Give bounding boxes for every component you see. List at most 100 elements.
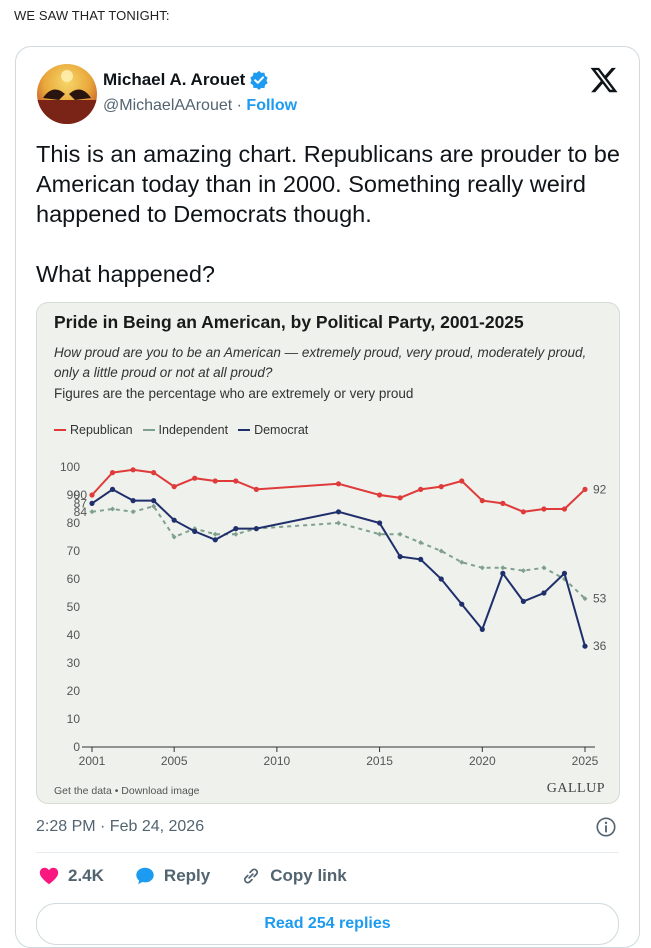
data-point-republican xyxy=(109,470,116,476)
data-point-republican xyxy=(253,486,259,492)
y-tick-label: 60 xyxy=(67,572,81,586)
data-point-democrat xyxy=(109,486,116,492)
data-point-democrat xyxy=(335,509,342,515)
data-point-democrat xyxy=(438,576,444,582)
author-name[interactable]: Michael A. Arouet xyxy=(103,70,246,89)
tweet-timestamp[interactable]: 2:28 PM · Feb 24, 2026 xyxy=(36,818,205,835)
data-point-independent xyxy=(479,565,485,571)
legend-label: Republican xyxy=(70,423,133,437)
post-caption: WE SAW THAT TONIGHT: xyxy=(14,8,170,23)
data-point-independent xyxy=(377,531,383,537)
data-point-republican xyxy=(438,484,444,490)
data-point-republican xyxy=(500,500,506,506)
avatar-image xyxy=(37,70,97,124)
chart-footer-links[interactable]: Get the data • Download image xyxy=(54,785,200,797)
data-point-democrat xyxy=(212,537,218,543)
x-logo-icon[interactable] xyxy=(589,65,619,95)
data-point-democrat xyxy=(130,498,136,504)
chart-title: Pride in Being an American, by Political… xyxy=(54,312,524,332)
info-icon[interactable] xyxy=(595,816,617,838)
data-point-independent xyxy=(110,506,116,512)
data-point-independent xyxy=(89,509,95,515)
copy-link-label: Copy link xyxy=(270,866,347,885)
divider xyxy=(36,852,619,853)
data-point-democrat xyxy=(376,520,383,526)
y-tick-label: 90 xyxy=(67,488,81,502)
copy-link-button[interactable]: Copy link xyxy=(240,865,347,887)
data-point-independent xyxy=(151,503,157,509)
data-point-independent xyxy=(233,531,239,537)
x-tick-label: 2025 xyxy=(572,754,599,768)
chart-note: Figures are the percentage who are extre… xyxy=(54,386,414,401)
chart-legend: Republican Independent Democrat xyxy=(54,423,308,437)
action-bar: 2.4K Reply Copy link xyxy=(38,865,377,887)
follow-button[interactable]: Follow xyxy=(246,97,298,114)
data-point-democrat xyxy=(89,500,95,506)
reply-button[interactable]: Reply xyxy=(134,865,210,887)
data-point-republican xyxy=(561,506,568,512)
data-point-democrat xyxy=(500,570,506,576)
y-tick-label: 50 xyxy=(67,600,81,614)
like-count: 2.4K xyxy=(68,866,104,885)
verified-badge-icon xyxy=(250,70,268,90)
line-chart: 0 10 20 30 40 50 60 70 80 90 100 2001 2005 2010 2015 20… xyxy=(60,460,607,768)
data-point-democrat xyxy=(151,498,157,504)
y-tick-label: 80 xyxy=(67,516,81,530)
x-tick-label: 2015 xyxy=(366,754,393,768)
avatar[interactable] xyxy=(37,64,97,124)
data-point-independent xyxy=(520,568,526,574)
data-point-republican xyxy=(376,492,383,498)
data-point-democrat xyxy=(233,526,239,532)
data-point-republican xyxy=(459,478,465,484)
data-point-republican xyxy=(520,509,526,515)
embedded-tweet-card[interactable]: Michael A. Arouet @MichaelAArouet · Foll… xyxy=(15,46,640,948)
chart-image[interactable]: Pride in Being an American, by Political… xyxy=(36,302,620,804)
data-point-democrat xyxy=(397,554,403,560)
legend-item-democrat: Democrat xyxy=(238,423,308,437)
legend-item-independent: Independent xyxy=(142,423,228,437)
y-tick-label: 20 xyxy=(67,684,81,698)
end-value-label: 53 xyxy=(593,592,607,606)
start-value-label: 87 xyxy=(74,496,88,510)
chart-subtitle: How proud are you to be an American — ex… xyxy=(54,345,587,380)
data-point-independent xyxy=(438,548,444,554)
data-point-independent xyxy=(336,520,341,526)
data-point-democrat xyxy=(582,643,588,649)
legend-swatch xyxy=(238,429,251,431)
gallup-logo: GALLUP xyxy=(546,781,605,796)
legend-label: Democrat xyxy=(254,423,309,437)
x-tick-label: 2020 xyxy=(469,754,496,768)
data-point-independent xyxy=(130,509,136,515)
y-tick-label: 100 xyxy=(60,460,80,474)
reply-label: Reply xyxy=(163,866,211,885)
data-point-republican xyxy=(479,498,485,504)
data-point-republican xyxy=(130,467,136,473)
series-line-independent xyxy=(91,505,586,600)
data-point-republican xyxy=(89,492,95,498)
data-point-democrat xyxy=(561,570,568,576)
data-point-republican xyxy=(418,486,424,492)
read-replies-button[interactable]: Read 254 replies xyxy=(36,903,619,945)
data-point-independent xyxy=(397,531,403,537)
data-point-democrat xyxy=(192,528,198,534)
x-tick-label: 2005 xyxy=(161,754,188,768)
data-point-republican xyxy=(192,475,198,481)
legend-item-republican: Republican xyxy=(54,423,133,437)
author-handle[interactable]: @MichaelAArouet xyxy=(103,97,233,114)
data-point-republican xyxy=(151,470,157,476)
data-point-independent xyxy=(418,540,424,546)
data-point-independent xyxy=(541,565,547,571)
series-line-republican xyxy=(91,468,586,513)
data-point-republican xyxy=(233,478,239,484)
link-icon xyxy=(244,868,259,884)
like-button[interactable]: 2.4K xyxy=(38,865,104,887)
data-point-republican xyxy=(541,506,547,512)
y-tick-label: 30 xyxy=(67,656,81,670)
data-point-independent xyxy=(171,534,177,540)
data-point-independent xyxy=(212,531,218,537)
separator: · xyxy=(236,97,242,114)
end-value-label: 36 xyxy=(593,639,607,653)
tweet-text: This is an amazing chart. Republicans ar… xyxy=(36,139,626,319)
data-point-democrat xyxy=(459,601,465,607)
end-value-label: 92 xyxy=(593,482,607,496)
